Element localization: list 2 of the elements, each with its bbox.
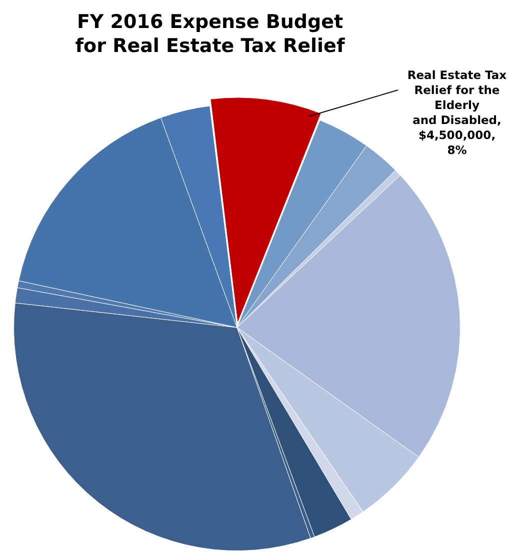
- text: Real Estate Tax Relief for the Elderly and Disabled, $4,500,000, 8%: [406, 68, 508, 158]
- chart-title: FY 2016 Expense Budget for Real Estate Tax Relief: [74, 10, 346, 58]
